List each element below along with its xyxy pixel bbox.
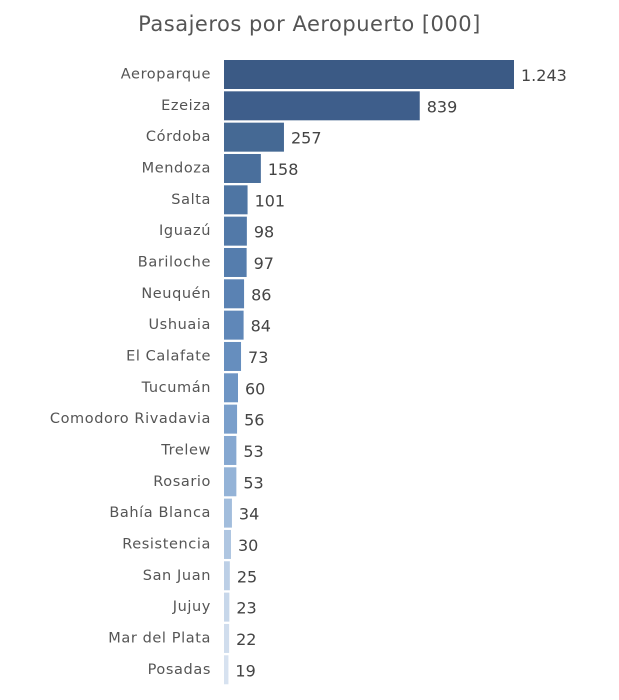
- value-label-17: 23: [236, 599, 256, 618]
- category-label-14: Bahía Blanca: [109, 505, 211, 521]
- category-label-18: Mar del Plata: [108, 630, 211, 646]
- category-label-11: Comodoro Rivadavia: [50, 411, 211, 427]
- category-label-10: Tucumán: [141, 380, 211, 396]
- value-label-13: 53: [243, 473, 263, 492]
- bar-6: [224, 247, 247, 277]
- bar-0: [224, 60, 514, 89]
- category-label-4: Salta: [171, 192, 211, 208]
- bar-19: [224, 655, 229, 685]
- bar-4: [224, 185, 248, 215]
- value-label-3: 158: [268, 160, 299, 179]
- category-label-8: Ushuaia: [148, 317, 211, 333]
- category-label-17: Jujuy: [172, 599, 211, 615]
- bar-12: [224, 435, 237, 465]
- value-label-2: 257: [291, 129, 322, 148]
- value-label-4: 101: [255, 191, 286, 210]
- bar-10: [224, 373, 238, 403]
- category-label-1: Ezeiza: [161, 98, 211, 114]
- bar-18: [224, 623, 230, 653]
- value-label-0: 1.243: [521, 66, 567, 85]
- value-label-5: 98: [254, 223, 274, 242]
- value-label-6: 97: [254, 254, 274, 273]
- bar-9: [224, 341, 242, 371]
- value-label-11: 56: [244, 411, 264, 430]
- category-label-12: Trelew: [160, 442, 211, 458]
- value-label-14: 34: [239, 505, 259, 524]
- value-label-1: 839: [427, 97, 458, 116]
- value-label-7: 86: [251, 285, 271, 304]
- category-label-13: Rosario: [153, 474, 211, 490]
- bar-5: [224, 216, 247, 246]
- bar-7: [224, 279, 245, 309]
- category-label-19: Posadas: [148, 662, 211, 678]
- bar-2: [224, 122, 284, 152]
- value-label-8: 84: [251, 317, 271, 336]
- value-label-12: 53: [243, 442, 263, 461]
- category-label-5: Iguazú: [159, 223, 211, 239]
- category-label-16: San Juan: [143, 568, 211, 584]
- category-label-9: El Calafate: [126, 348, 211, 364]
- value-label-18: 22: [236, 630, 256, 649]
- bar-13: [224, 467, 237, 497]
- category-label-0: Aeroparque: [121, 67, 211, 83]
- bar-3: [224, 153, 261, 183]
- value-label-19: 19: [235, 661, 255, 680]
- bar-16: [224, 561, 230, 591]
- bar-11: [224, 404, 238, 434]
- value-label-15: 30: [238, 536, 258, 555]
- category-label-2: Córdoba: [146, 129, 211, 145]
- chart-title: Pasajeros por Aeropuerto [000]: [138, 12, 481, 36]
- value-label-10: 60: [245, 379, 265, 398]
- value-label-16: 25: [237, 567, 257, 586]
- bar-8: [224, 310, 244, 340]
- category-label-7: Neuquén: [141, 286, 211, 302]
- bar-14: [224, 498, 232, 528]
- bar-17: [224, 592, 230, 622]
- bar-1: [224, 91, 420, 121]
- bar-15: [224, 529, 231, 559]
- category-label-6: Bariloche: [138, 254, 211, 270]
- category-label-15: Resistencia: [122, 536, 211, 552]
- value-label-9: 73: [248, 348, 268, 367]
- category-label-3: Mendoza: [142, 160, 211, 176]
